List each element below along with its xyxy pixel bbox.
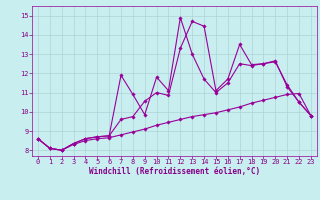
- X-axis label: Windchill (Refroidissement éolien,°C): Windchill (Refroidissement éolien,°C): [89, 167, 260, 176]
